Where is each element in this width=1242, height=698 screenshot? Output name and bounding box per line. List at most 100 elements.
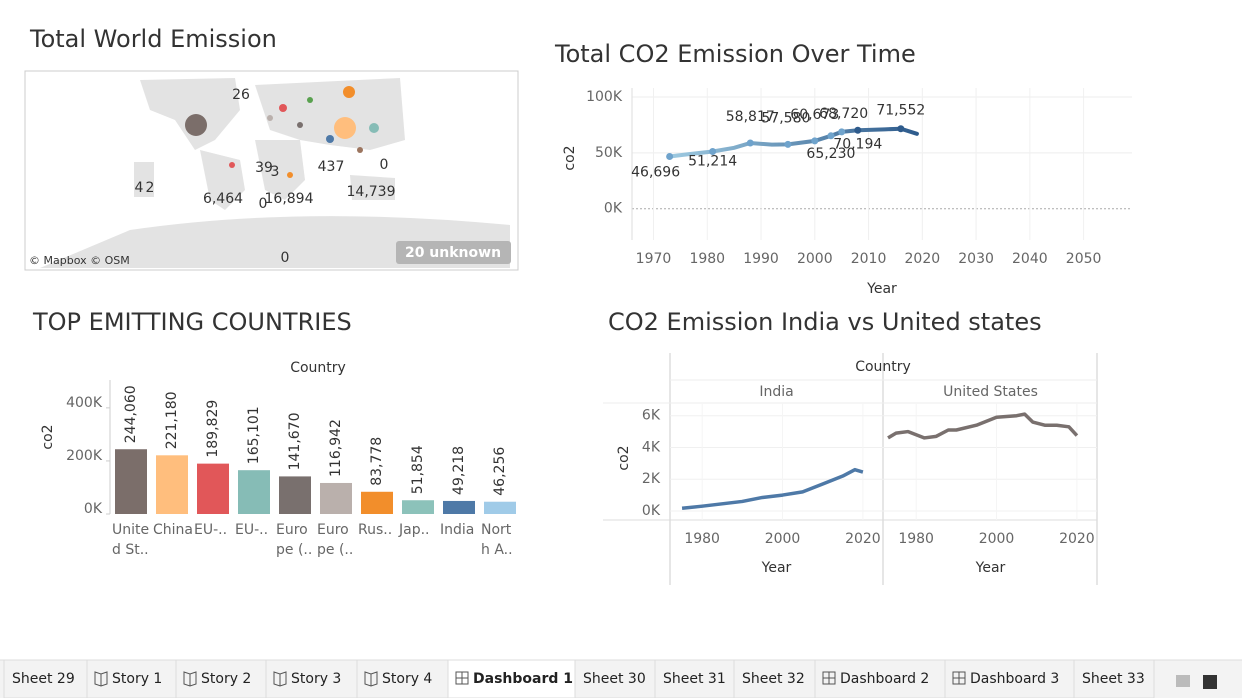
map-bubbles (185, 86, 379, 178)
x-tick-label: China (153, 522, 193, 538)
data-label: 51,854 (410, 445, 426, 494)
data-label: 83,778 (369, 437, 385, 486)
x-tick-label: 2030 (958, 251, 994, 267)
tab-icon (455, 671, 469, 685)
tab-label[interactable]: Story 1 (112, 671, 162, 687)
tab-label[interactable]: Sheet 33 (1082, 671, 1145, 687)
x-tick-label: 1990 (743, 251, 779, 267)
tab-icon (364, 671, 378, 687)
facet-label: United States (943, 384, 1038, 400)
y-axis-label: co2 (616, 445, 632, 470)
x-tick-label: 2050 (1066, 251, 1102, 267)
x-axis-label: Year (866, 281, 897, 297)
point (784, 140, 792, 148)
x-tick-label: Jap.. (398, 522, 430, 538)
bar (279, 476, 311, 514)
bar (115, 449, 147, 514)
view-toggle[interactable] (1176, 675, 1190, 687)
data-label: 244,060 (123, 385, 139, 443)
point (897, 125, 905, 133)
unknown-label[interactable]: 20 unknown (405, 245, 501, 261)
x-tick-label: 2000 (797, 251, 833, 267)
point (746, 139, 754, 147)
point (827, 132, 835, 140)
map-label: 16,894 (265, 191, 314, 207)
tab-label[interactable]: Dashboard 1 (473, 671, 573, 687)
data-label: 46,696 (631, 165, 680, 181)
bar (156, 455, 188, 514)
y-tick-label: 100K (586, 89, 623, 105)
x-tick-label: 1980 (898, 531, 934, 547)
bar (197, 463, 229, 514)
bar (320, 482, 352, 514)
tab-label[interactable]: Story 2 (201, 671, 251, 687)
tab-icon (183, 671, 197, 687)
chart-title: Total World Emission (29, 25, 277, 53)
x-tick-label: 2040 (1012, 251, 1048, 267)
tab[interactable] (447, 659, 576, 698)
map-label: 39 (255, 160, 273, 176)
line (667, 126, 919, 159)
data-label: 70,194 (833, 136, 882, 152)
map-label: 0 (281, 250, 290, 266)
map-label: 14,739 (347, 184, 396, 200)
x-axis-label: Year (975, 560, 1006, 576)
tab[interactable] (356, 659, 449, 698)
tab[interactable] (265, 659, 358, 698)
data-label: 49,218 (451, 446, 467, 495)
data-label: 189,829 (205, 400, 221, 458)
x-tick-label: Euro pe (.. (276, 522, 312, 558)
tab[interactable] (814, 659, 946, 698)
tab-label[interactable]: Sheet 31 (663, 671, 726, 687)
x-tick-label: Nort h A.. (481, 522, 513, 558)
tab[interactable] (86, 659, 177, 698)
x-axis-label: Year (761, 560, 792, 576)
y-tick-label: 0K (84, 501, 103, 517)
point (709, 147, 717, 155)
data-label: 58,817 (726, 109, 775, 125)
map-label: 3 (271, 164, 280, 180)
tab[interactable] (3, 659, 88, 698)
data-label: 60,673 (790, 107, 839, 123)
x-tick-label: Rus.. (358, 522, 392, 538)
tab-label[interactable]: Sheet 30 (583, 671, 646, 687)
data-label: 141,670 (287, 413, 303, 471)
tab[interactable] (1073, 659, 1155, 698)
x-tick-label: 2000 (765, 531, 801, 547)
x-tick-label: 2000 (979, 531, 1015, 547)
y-tick-label: 0K (642, 503, 661, 519)
point (666, 153, 674, 161)
point (854, 126, 862, 134)
map-label: 6,464 (203, 191, 243, 207)
x-tick-label: 2020 (905, 251, 941, 267)
view-toggle[interactable] (1203, 675, 1217, 689)
x-tick-label: 2020 (1059, 531, 1095, 547)
map-label: 0 (380, 157, 389, 173)
y-tick-label: 400K (66, 395, 103, 411)
y-axis-label: co2 (40, 424, 56, 449)
tab[interactable] (574, 659, 656, 698)
y-tick-label: 4K (642, 439, 661, 455)
tab-icon (952, 671, 966, 685)
map-label: 437 (318, 159, 345, 175)
tab[interactable] (733, 659, 816, 698)
tab-label[interactable]: Sheet 32 (742, 671, 805, 687)
tab-label[interactable]: Story 3 (291, 671, 341, 687)
unknown-badge[interactable] (396, 241, 511, 264)
tab-label[interactable]: Dashboard 3 (970, 671, 1059, 687)
tab-label[interactable]: Sheet 29 (12, 671, 75, 687)
x-tick-label: 1980 (684, 531, 720, 547)
data-label: 46,256 (492, 447, 508, 496)
attribution: © Mapbox © OSM (29, 254, 130, 267)
y-axis-label: co2 (562, 145, 578, 170)
x-tick-label: 1970 (636, 251, 672, 267)
tab-label[interactable]: Story 4 (382, 671, 432, 687)
tab-label[interactable]: Dashboard 2 (840, 671, 929, 687)
facet-label: India (759, 384, 793, 400)
x-tick-label: EU-.. (235, 522, 268, 538)
tab[interactable] (654, 659, 735, 698)
point (838, 128, 846, 136)
line (681, 467, 864, 510)
y-tick-label: 50K (595, 145, 623, 161)
